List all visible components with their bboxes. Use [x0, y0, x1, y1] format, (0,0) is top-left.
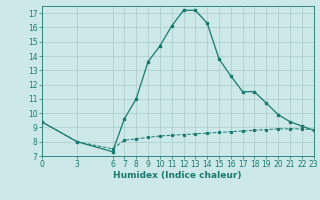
X-axis label: Humidex (Indice chaleur): Humidex (Indice chaleur): [113, 171, 242, 180]
